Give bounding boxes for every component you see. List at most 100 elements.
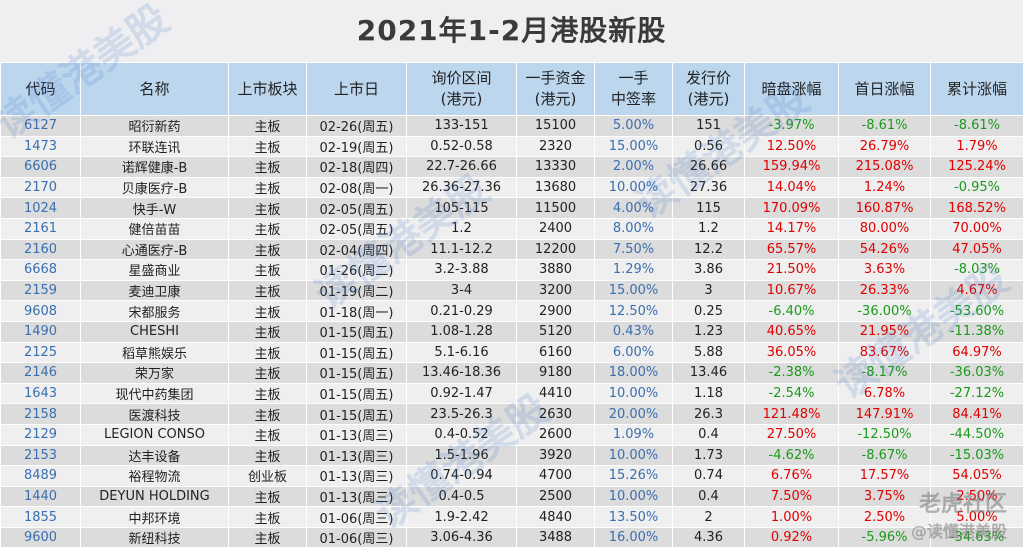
table-cell: 01-13(周三) bbox=[306, 423, 407, 446]
column-header-label: 上市板块 bbox=[237, 79, 298, 98]
table-cell: 环联连讯 bbox=[80, 135, 229, 158]
table-cell: 01-13(周三) bbox=[306, 485, 407, 508]
table-cell: 5120 bbox=[516, 320, 595, 343]
table-cell: 160.87% bbox=[838, 197, 931, 219]
table-cell: 2158 bbox=[0, 403, 81, 425]
table-cell: 2.50% bbox=[838, 506, 931, 528]
table-cell: 13.50% bbox=[594, 506, 673, 528]
table-cell: 主板 bbox=[228, 506, 307, 528]
column-header: 暗盘涨幅 bbox=[744, 62, 839, 116]
table-cell: 10.67% bbox=[744, 279, 839, 302]
table-row: 2129 LEGION CONSO 主板 01-13(周三) 0.4-0.52 2600 1… bbox=[0, 423, 1023, 446]
table-cell: 01-15(周五) bbox=[306, 320, 407, 343]
table-cell: 1.08-1.28 bbox=[406, 320, 517, 343]
table-cell: 中邦环境 bbox=[80, 506, 229, 528]
table-row: 2159 麦迪卫康 主板 01-19(周二) 3-4 3200 15.00% 3 10.67% 2… bbox=[0, 279, 1023, 302]
table-cell: 3880 bbox=[516, 259, 595, 281]
table-cell: 主板 bbox=[228, 485, 307, 508]
table-cell: 4840 bbox=[516, 506, 595, 528]
table-cell: 8.00% bbox=[594, 217, 673, 240]
table-cell: 02-04(周四) bbox=[306, 238, 407, 261]
table-cell: 1.29% bbox=[594, 259, 673, 281]
table-cell: 26.33% bbox=[838, 279, 931, 302]
table-cell: 14.17% bbox=[744, 217, 839, 240]
table-cell: 0.4-0.52 bbox=[406, 423, 517, 446]
table-cell: -0.95% bbox=[930, 176, 1023, 199]
table-cell: 26.79% bbox=[838, 135, 931, 158]
table-cell: -3.97% bbox=[744, 115, 839, 137]
table-cell: 26.66 bbox=[672, 156, 745, 178]
table-cell: 02-26(周五) bbox=[306, 115, 407, 137]
table-cell: 心通医疗-B bbox=[80, 238, 229, 261]
table-cell: 7.50% bbox=[594, 238, 673, 261]
table-cell: CHESHI bbox=[80, 320, 229, 343]
table-cell: 主板 bbox=[228, 238, 307, 261]
table-cell: 26.3 bbox=[672, 403, 745, 425]
table-cell: -34.63% bbox=[930, 526, 1023, 549]
table-cell: -8.17% bbox=[838, 362, 931, 384]
table-cell: 54.26% bbox=[838, 238, 931, 261]
table-cell: 0.21-0.29 bbox=[406, 300, 517, 322]
table-cell: 创业板 bbox=[228, 465, 307, 487]
table-cell: 13.46-18.36 bbox=[406, 362, 517, 384]
table-cell: 02-19(周五) bbox=[306, 135, 407, 158]
table-cell: 13330 bbox=[516, 156, 595, 178]
table-cell: 1855 bbox=[0, 506, 81, 528]
table-row: 1440 DEYUN HOLDING 主板 01-13(周三) 0.4-0.5 2500 1… bbox=[0, 485, 1023, 508]
table-row: 6127 昭衍新药 主板 02-26(周五) 133-151 15100 5.00% 151-… bbox=[0, 115, 1023, 137]
table-cell: 1440 bbox=[0, 485, 81, 508]
table-cell: 0.4 bbox=[672, 485, 745, 508]
table-cell: 11500 bbox=[516, 197, 595, 219]
table-cell: 65.57% bbox=[744, 238, 839, 261]
table-cell: 4700 bbox=[516, 465, 595, 487]
table-cell: -36.03% bbox=[930, 362, 1023, 384]
table-cell: 现代中药集团 bbox=[80, 382, 229, 405]
table-row: 1490 CHESHI 主板 01-15(周五) 1.08-1.28 5120 0.43% 1… bbox=[0, 320, 1023, 343]
table-cell: 主板 bbox=[228, 259, 307, 281]
table-cell: 01-15(周五) bbox=[306, 382, 407, 405]
table-cell: -27.12% bbox=[930, 382, 1023, 405]
table-cell: 3920 bbox=[516, 444, 595, 467]
table-cell: 2320 bbox=[516, 135, 595, 158]
table-cell: 1.2 bbox=[406, 217, 517, 240]
table-cell: 10.00% bbox=[594, 382, 673, 405]
table-cell: 6.00% bbox=[594, 341, 673, 364]
table-cell: 1490 bbox=[0, 320, 81, 343]
column-header: 首日涨幅 bbox=[838, 62, 931, 116]
table-cell: 27.50% bbox=[744, 423, 839, 446]
table-cell: 2600 bbox=[516, 423, 595, 446]
column-header-label: 首日涨幅 bbox=[854, 79, 915, 98]
table-cell: 诺辉健康-B bbox=[80, 156, 229, 178]
table-cell: 121.48% bbox=[744, 403, 839, 425]
table-cell: -4.62% bbox=[744, 444, 839, 467]
table-cell: 4.36 bbox=[672, 526, 745, 549]
table-cell: 2.50% bbox=[930, 485, 1023, 508]
table-cell: 40.65% bbox=[744, 320, 839, 343]
table-row: 1855 中邦环境 主板 01-06(周三) 1.9-2.42 4840 13.50% 2 1.… bbox=[0, 506, 1023, 528]
table-cell: 64.97% bbox=[930, 341, 1023, 364]
column-header-label: 发行价 bbox=[685, 69, 731, 87]
table-cell: 主板 bbox=[228, 176, 307, 199]
table-cell: 23.5-26.3 bbox=[406, 403, 517, 425]
table-cell: 主板 bbox=[228, 320, 307, 343]
table-cell: 3 bbox=[672, 279, 745, 302]
column-header-label: (港元) bbox=[534, 90, 577, 108]
table-cell: 主板 bbox=[228, 279, 307, 302]
table-cell: 2159 bbox=[0, 279, 81, 302]
table-cell: 0.74 bbox=[672, 465, 745, 487]
table-cell: 2129 bbox=[0, 423, 81, 446]
table-row: 2125 稻草熊娱乐 主板 01-15(周五) 5.1-6.16 6160 6.00% 5.8… bbox=[0, 341, 1023, 364]
table-cell: 151 bbox=[672, 115, 745, 137]
column-header-label: 一手 bbox=[618, 69, 649, 87]
table-cell: 6606 bbox=[0, 156, 81, 178]
table-cell: 2500 bbox=[516, 485, 595, 508]
table-cell: 147.91% bbox=[838, 403, 931, 425]
column-header-label: 累计涨幅 bbox=[946, 79, 1007, 98]
table-cell: 6160 bbox=[516, 341, 595, 364]
table-cell: 主板 bbox=[228, 423, 307, 446]
table-cell: 54.05% bbox=[930, 465, 1023, 487]
table-cell: 13680 bbox=[516, 176, 595, 199]
table-row: 2161 健倍苗苗 主板 02-05(周五) 1.2 2400 8.00% 1.2 14.17%… bbox=[0, 217, 1023, 240]
table-cell: -8.03% bbox=[930, 259, 1023, 281]
